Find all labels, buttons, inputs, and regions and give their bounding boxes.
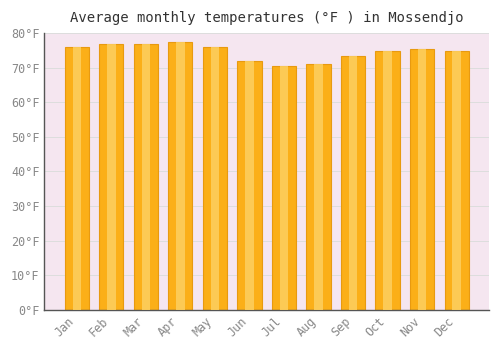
Bar — [444, 50, 468, 310]
Bar — [203, 47, 227, 310]
Bar — [306, 64, 330, 310]
Bar — [238, 61, 262, 310]
Bar — [72, 47, 81, 310]
Bar — [349, 56, 357, 310]
Bar — [384, 50, 392, 310]
Bar — [176, 42, 184, 310]
Bar — [245, 61, 254, 310]
Bar — [410, 49, 434, 310]
Bar — [376, 50, 400, 310]
Bar — [142, 44, 150, 310]
Bar — [107, 44, 116, 310]
Bar — [341, 56, 365, 310]
Bar — [272, 66, 296, 310]
Bar — [134, 44, 158, 310]
Bar — [280, 66, 288, 310]
Bar — [168, 42, 192, 310]
Bar — [64, 47, 89, 310]
Bar — [452, 50, 461, 310]
Bar — [99, 44, 124, 310]
Title: Average monthly temperatures (°F ) in Mossendjo: Average monthly temperatures (°F ) in Mo… — [70, 11, 464, 25]
Bar — [314, 64, 322, 310]
Bar — [210, 47, 219, 310]
Bar — [418, 49, 426, 310]
